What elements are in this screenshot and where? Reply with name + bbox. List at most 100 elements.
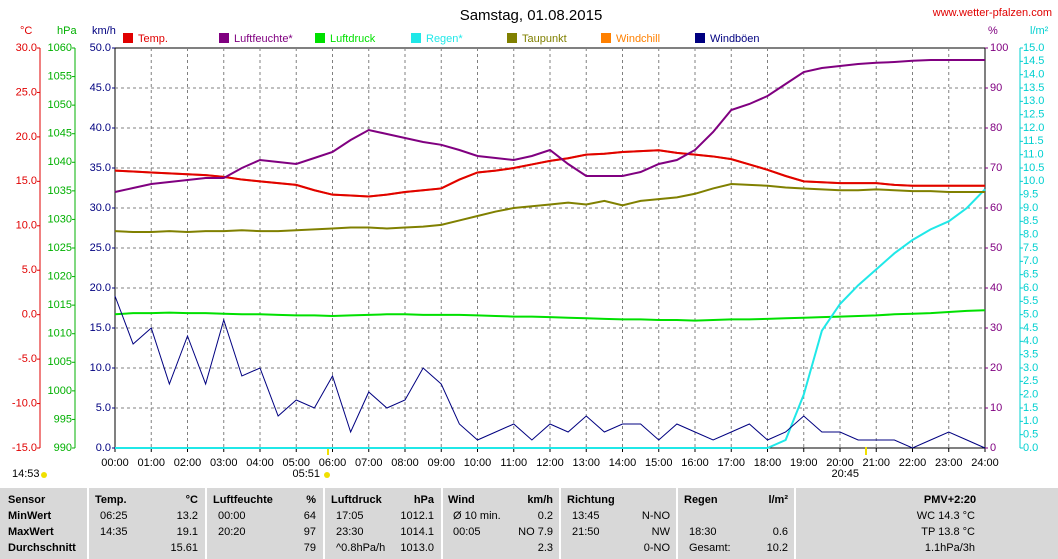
y-tick-label: 9.5 [1023,189,1038,201]
table-cell: 20:20 [218,526,246,538]
x-tick-label: 10:00 [464,457,492,469]
y-tick-label: 13.0 [1023,95,1044,107]
series-line [114,149,985,198]
x-tick-label: 19:00 [790,457,818,469]
source: www.wetter-pfalzen.com [932,7,1052,19]
y-tick-label: 1050 [48,99,72,111]
y-tick-label: 12.5 [1023,109,1044,121]
x-tick-label: 16:00 [681,457,709,469]
chart-title: Samstag, 01.08.2015 [460,7,603,24]
y-tick-label: 30.0 [90,202,111,214]
y-tick-label: 11.5 [1023,135,1044,147]
x-tick-label: 11:00 [500,457,527,469]
table-header: Luftfeuchte [213,494,273,506]
y-tick-label: 90 [990,82,1002,94]
y-tick-label: 1045 [48,128,72,140]
table-cell: 64 [304,510,316,522]
y-tick-label: 10.0 [1023,175,1044,187]
y-tick-label: 11.0 [1023,149,1044,161]
legend-label: Windchill [616,33,660,45]
y-tick-label: 30 [990,322,1002,334]
y-tick-label: 10 [990,402,1002,414]
y-tick-label: 990 [54,442,72,454]
sunset-label: 20:45 [831,468,859,480]
y-tick-label: 6.5 [1023,269,1038,281]
y-tick-label: 5.0 [22,264,37,276]
x-tick-label: 00:00 [101,457,129,469]
x-tick-label: 07:00 [355,457,383,469]
y-tick-label: 5.5 [1023,295,1038,307]
y-tick-label: 9.0 [1023,202,1038,214]
y-tick-label: -15.0 [12,442,37,454]
legend-swatch [507,33,517,43]
y-tick-label: 40.0 [90,122,111,134]
y-tick-label: 0 [990,442,996,454]
y-tick-label: 1060 [48,42,72,54]
y-tick-label: 10.0 [16,220,37,232]
y-tick-label: 5.0 [96,402,111,414]
sun-icon [324,472,330,478]
x-tick-label: 20:00 [826,457,854,469]
legend-label: Regen* [426,33,463,45]
y-tick-label: 14.5 [1023,55,1044,67]
x-tick-label: 08:00 [391,457,419,469]
y-tick-label: 8.5 [1023,215,1038,227]
x-tick-label: 18:00 [754,457,782,469]
table-cell: 79 [304,542,316,554]
legend-swatch [123,33,133,43]
table-cell: 10.2 [767,542,788,554]
x-tick-label: 12:00 [536,457,564,469]
table-cell: 19.1 [177,526,198,538]
table-cell: WC 14.3 °C [917,510,975,522]
axis-unit: l/m² [1030,25,1049,37]
y-tick-label: 0.0 [22,309,37,321]
table-cell: 1012.1 [400,510,434,522]
x-tick-label: 03:00 [210,457,238,469]
y-tick-label: 1005 [48,356,72,368]
y-tick-label: 3.0 [1023,362,1038,374]
y-tick-label: 50 [990,242,1002,254]
legend-label: Windböen [710,33,760,45]
y-tick-label: 0.0 [1023,442,1038,454]
legend-label: Luftdruck [330,33,376,45]
y-tick-label: 2.5 [1023,375,1038,387]
table-cell: 23:30 [336,526,364,538]
axis-unit: km/h [92,25,116,37]
table-header: °C [186,494,198,506]
table-cell: 00:00 [218,510,246,522]
y-tick-label: 30.0 [16,42,37,54]
y-tick-label: 50.0 [90,42,111,54]
table-header: km/h [527,494,553,506]
series-line [114,182,985,234]
axis-unit: % [988,25,998,37]
x-tick-label: 14:00 [609,457,637,469]
table-cell: 13.2 [177,510,198,522]
axis-unit: °C [20,25,32,37]
y-tick-label: 1000 [48,385,72,397]
legend-swatch [219,33,229,43]
y-tick-label: 15.0 [16,175,37,187]
y-tick-label: 80 [990,122,1002,134]
table-header: Sensor [8,494,46,506]
table-header: Richtung [567,494,615,506]
row-label: Durchschnitt [8,542,76,554]
table-cell: 1014.1 [400,526,434,538]
table-header: Wind [448,494,475,506]
table-cell: NO 7.9 [518,526,553,538]
x-tick-label: 21:00 [862,457,890,469]
legend-swatch [695,33,705,43]
x-tick-label: 13:00 [572,457,600,469]
y-tick-label: 1055 [48,70,72,82]
table-cell: 00:05 [453,526,481,538]
table-cell: ^0.8hPa/h [336,542,385,554]
table-cell: NW [652,526,671,538]
x-tick-label: 24:00 [971,457,999,469]
table-cell: 2.3 [538,542,553,554]
x-tick-label: 15:00 [645,457,673,469]
table-cell: 06:25 [100,510,128,522]
series-line [114,59,985,193]
y-tick-label: 5.0 [1023,309,1038,321]
y-tick-label: 25.0 [16,86,37,98]
table-header: Regen [684,494,718,506]
y-tick-label: 45.0 [90,82,111,94]
